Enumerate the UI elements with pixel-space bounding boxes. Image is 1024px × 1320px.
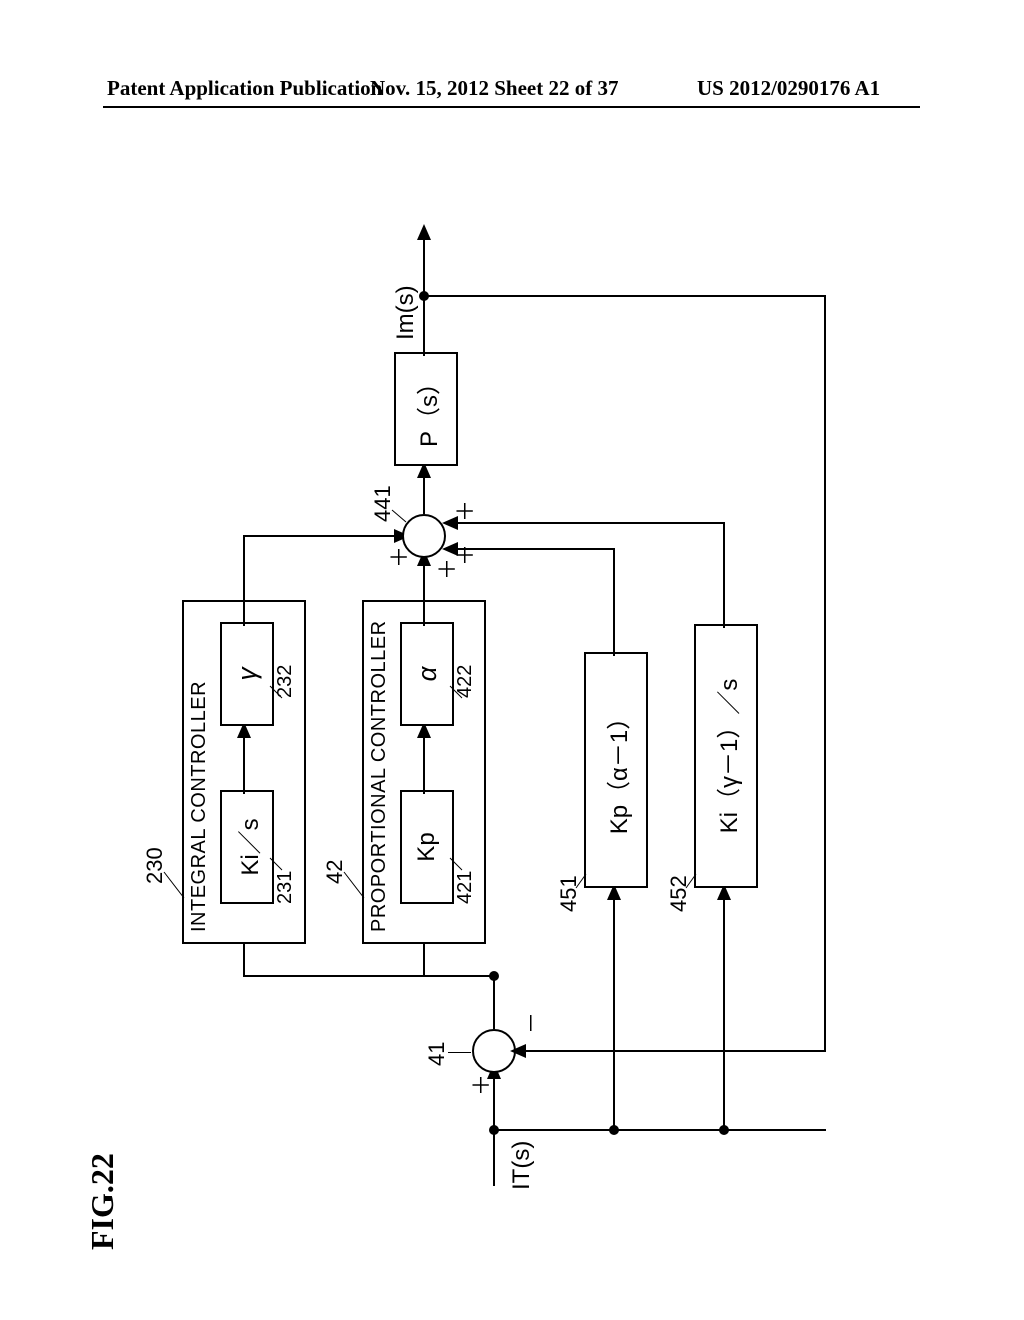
wire-input-tap-down bbox=[494, 1129, 826, 1131]
ref-421: 421 bbox=[454, 871, 477, 904]
node-451-split bbox=[609, 1125, 619, 1135]
wire-gamma-out-v bbox=[243, 535, 398, 537]
wire-451-out-v bbox=[449, 548, 615, 550]
leader-41 bbox=[448, 1052, 471, 1053]
arrow-451-into-441 bbox=[442, 542, 458, 556]
wire-Ki-to-gamma bbox=[243, 734, 245, 794]
wire-41-to-branch bbox=[493, 974, 495, 1029]
sum41-plus: ＋ bbox=[464, 1074, 496, 1096]
sum41-minus: － bbox=[514, 1012, 546, 1034]
block-plant: P（s） bbox=[394, 352, 458, 466]
block-451: Kp（α－1） bbox=[584, 652, 648, 888]
wire-gamma-out-h bbox=[243, 535, 245, 626]
header-left: Patent Application Publication bbox=[107, 76, 382, 101]
block-Ki-over-s: Ki／s bbox=[220, 790, 274, 904]
wire-alpha-to-441 bbox=[423, 562, 425, 626]
wire-451-out-h bbox=[613, 548, 615, 656]
label-451: Kp（α－1） bbox=[599, 706, 634, 835]
wire-Kp-to-alpha bbox=[423, 734, 425, 794]
leader-230 bbox=[162, 870, 186, 900]
wire-452-out-h bbox=[723, 522, 725, 628]
label-gamma: γ bbox=[232, 668, 263, 681]
ref-231: 231 bbox=[274, 871, 297, 904]
sum441-p-top: ＋ bbox=[382, 546, 414, 568]
leader-422 bbox=[448, 682, 466, 700]
ref-41: 41 bbox=[424, 1042, 450, 1066]
leader-421 bbox=[448, 854, 466, 872]
wire-fb-across bbox=[824, 295, 826, 1052]
block-452: Ki（γ－1）／s bbox=[694, 624, 758, 888]
wire-452-out-v bbox=[449, 522, 725, 524]
wire-fb-up bbox=[516, 1050, 826, 1052]
label-plant: P（s） bbox=[409, 371, 444, 447]
block-gamma: γ bbox=[220, 622, 274, 726]
label-Kp: Kp bbox=[413, 832, 441, 861]
input-label: IT(s) bbox=[508, 1141, 536, 1190]
header-right: US 2012/0290176 A1 bbox=[697, 76, 880, 101]
arrow-fb-into-41 bbox=[510, 1044, 526, 1058]
block-diagram: FIG.22 IT(s) ＋ － 41 bbox=[64, 160, 960, 1256]
wire-to-451 bbox=[613, 896, 615, 1131]
proportional-controller-title: PROPORTIONAL CONTROLLER bbox=[368, 620, 391, 932]
wire-441-to-P bbox=[423, 474, 425, 514]
label-alpha: α bbox=[412, 667, 443, 682]
leader-42 bbox=[342, 870, 366, 900]
header-mid: Nov. 15, 2012 Sheet 22 of 37 bbox=[370, 76, 619, 101]
label-Ki-over-s: Ki／s bbox=[230, 818, 265, 875]
leader-441 bbox=[390, 506, 408, 524]
leader-232 bbox=[268, 682, 286, 700]
leader-451 bbox=[574, 872, 588, 890]
label-452: Ki（γ－1）／s bbox=[709, 679, 744, 834]
figure-title: FIG.22 bbox=[84, 1153, 121, 1250]
leader-231 bbox=[268, 854, 286, 872]
output-label: Im(s) bbox=[392, 285, 420, 340]
arrow-output bbox=[417, 224, 431, 240]
wire-to-452 bbox=[723, 896, 725, 1131]
wire-fb-down bbox=[424, 295, 826, 297]
block-Kp: Kp bbox=[400, 790, 454, 904]
block-alpha: α bbox=[400, 622, 454, 726]
leader-452 bbox=[684, 872, 698, 890]
integral-controller-title: INTEGRAL CONTROLLER bbox=[188, 681, 211, 932]
figure-stage: FIG.22 IT(s) ＋ － 41 bbox=[64, 160, 960, 1256]
wire-to-prop-v bbox=[423, 975, 495, 977]
header-rule bbox=[103, 106, 920, 108]
node-452-split bbox=[719, 1125, 729, 1135]
arrow-452-into-441 bbox=[442, 516, 458, 530]
